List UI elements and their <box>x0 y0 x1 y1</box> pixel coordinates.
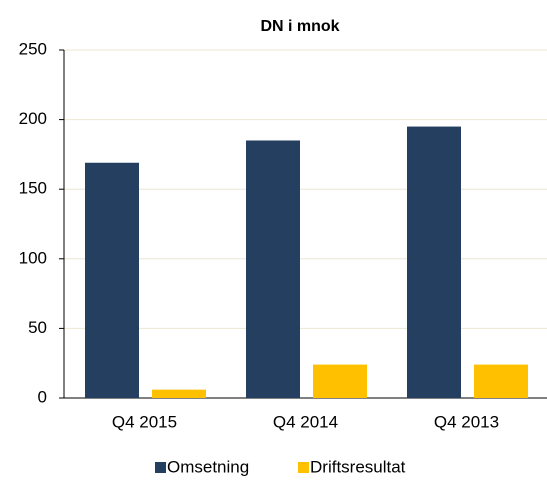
y-tick-label: 50 <box>28 318 47 337</box>
y-tick-label: 100 <box>19 248 47 267</box>
bar <box>474 364 528 398</box>
x-tick-label: Q4 2015 <box>112 412 177 431</box>
bar <box>407 126 461 398</box>
legend-label: Driftsresultat <box>310 457 406 476</box>
x-tick-label: Q4 2014 <box>273 412 338 431</box>
bar <box>246 140 300 399</box>
y-tick-label: 250 <box>19 39 47 58</box>
bar <box>313 364 367 398</box>
x-tick-label: Q4 2013 <box>434 412 499 431</box>
bar <box>152 389 206 398</box>
legend-label: Omsetning <box>167 457 249 476</box>
chart-title: DN i mnok <box>260 18 339 35</box>
y-tick-label: 200 <box>19 109 47 128</box>
legend-swatch <box>298 462 309 473</box>
bar <box>85 162 139 398</box>
y-tick-label: 0 <box>38 387 47 406</box>
legend-swatch <box>155 462 166 473</box>
y-tick-label: 150 <box>19 179 47 198</box>
